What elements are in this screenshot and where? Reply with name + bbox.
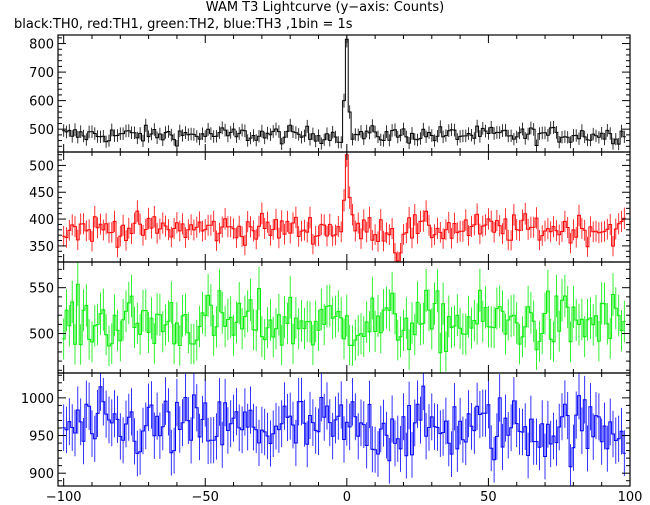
panel-frame [57, 372, 631, 487]
y-tick-label: 700 [29, 66, 54, 81]
x-tick-label: 100 [618, 490, 643, 505]
panel-th1: 350 400 450 500 [29, 151, 631, 263]
x-tick-label: −100 [46, 490, 82, 505]
error-bars-th2 [63, 262, 625, 373]
y-tick-label: 550 [29, 282, 54, 297]
chart-title: WAM T3 Lightcurve (y−axis: Counts) [205, 0, 445, 15]
series-th3 [62, 385, 626, 468]
series-th0 [62, 38, 626, 147]
x-tick-label: −50 [192, 490, 219, 505]
y-tick-label: 500 [29, 159, 54, 174]
y-tick-label: 1000 [21, 392, 54, 407]
panel-th0: 500 600 700 800 [29, 34, 631, 153]
y-tick-label: 900 [29, 467, 54, 482]
panel-th3: 900 950 1000 [21, 372, 631, 487]
y-tick-label: 350 [29, 240, 54, 255]
panel-frame [57, 34, 631, 153]
y-tick-label: 450 [29, 186, 54, 201]
series-th1 [62, 154, 626, 262]
panels-layer: 5006007008003504004505005005509009501000… [21, 34, 643, 505]
y-tick-label: 950 [29, 430, 54, 445]
y-tick-label: 600 [29, 95, 54, 110]
chart-subtitle: black:TH0, red:TH1, green:TH2, blue:TH3 … [14, 17, 353, 32]
y-tick-label: 800 [29, 38, 54, 53]
error-bars-th0 [63, 35, 625, 152]
x-tick-label: 50 [480, 490, 497, 505]
error-bars-th1 [63, 152, 625, 262]
series-th2 [62, 283, 626, 354]
y-tick-label: 500 [29, 328, 54, 343]
y-tick-label: 400 [29, 213, 54, 228]
error-bars-th3 [63, 373, 625, 486]
y-tick-label: 500 [29, 123, 54, 138]
panel-th2: 500 550 [29, 261, 631, 374]
x-tick-label: 0 [343, 490, 351, 505]
